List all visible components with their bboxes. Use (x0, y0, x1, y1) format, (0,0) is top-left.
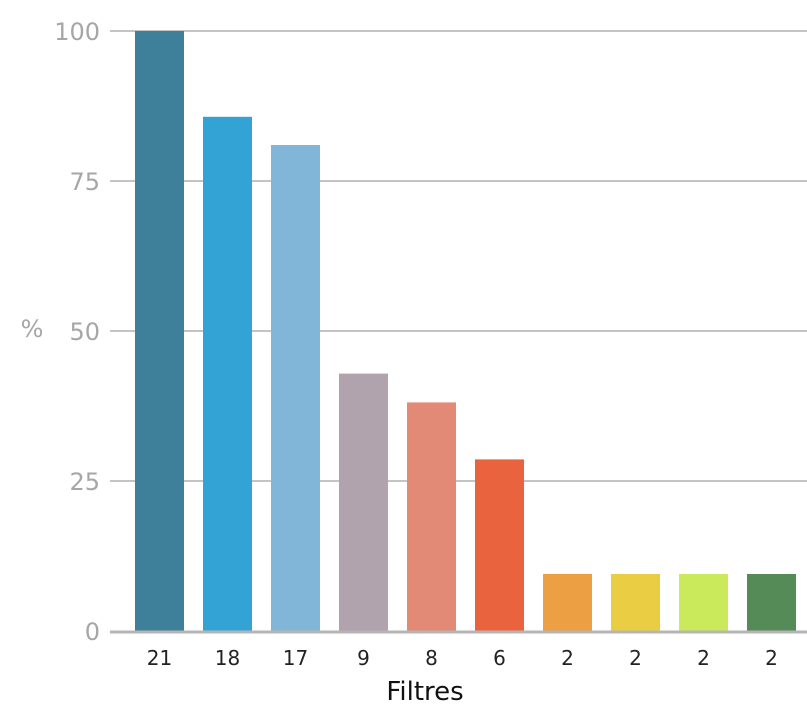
bar (543, 574, 592, 631)
x-tick-label: 9 (357, 646, 370, 670)
x-tick-label: 8 (425, 646, 438, 670)
bar (407, 402, 456, 631)
x-axis-label: Filtres (386, 677, 463, 707)
y-tick-label: 100 (54, 18, 100, 46)
x-tick-label: 2 (697, 646, 710, 670)
x-tick-label: 18 (215, 646, 240, 670)
bars (135, 31, 796, 632)
y-tick-label: 50 (69, 318, 100, 346)
x-tick-label: 2 (629, 646, 642, 670)
x-axis-ticks: 21 18 17 9 8 6 2 2 2 2 (147, 646, 778, 670)
y-tick-label: 0 (85, 618, 100, 646)
x-tick-label: 17 (283, 646, 308, 670)
y-tick-label: 25 (69, 468, 100, 496)
bar (747, 574, 796, 631)
bar (203, 116, 252, 632)
x-tick-label: 21 (147, 646, 172, 670)
y-axis-label: % (21, 315, 44, 343)
x-tick-label: 2 (765, 646, 778, 670)
bar (135, 31, 184, 631)
bar (271, 145, 320, 631)
bar (679, 574, 728, 631)
y-axis-ticks: 0 25 50 75 100 (54, 18, 100, 646)
bar (475, 459, 524, 631)
x-tick-label: 2 (561, 646, 574, 670)
bar (611, 574, 660, 631)
bar (339, 373, 388, 631)
x-tick-label: 6 (493, 646, 506, 670)
y-tick-label: 75 (69, 168, 100, 196)
